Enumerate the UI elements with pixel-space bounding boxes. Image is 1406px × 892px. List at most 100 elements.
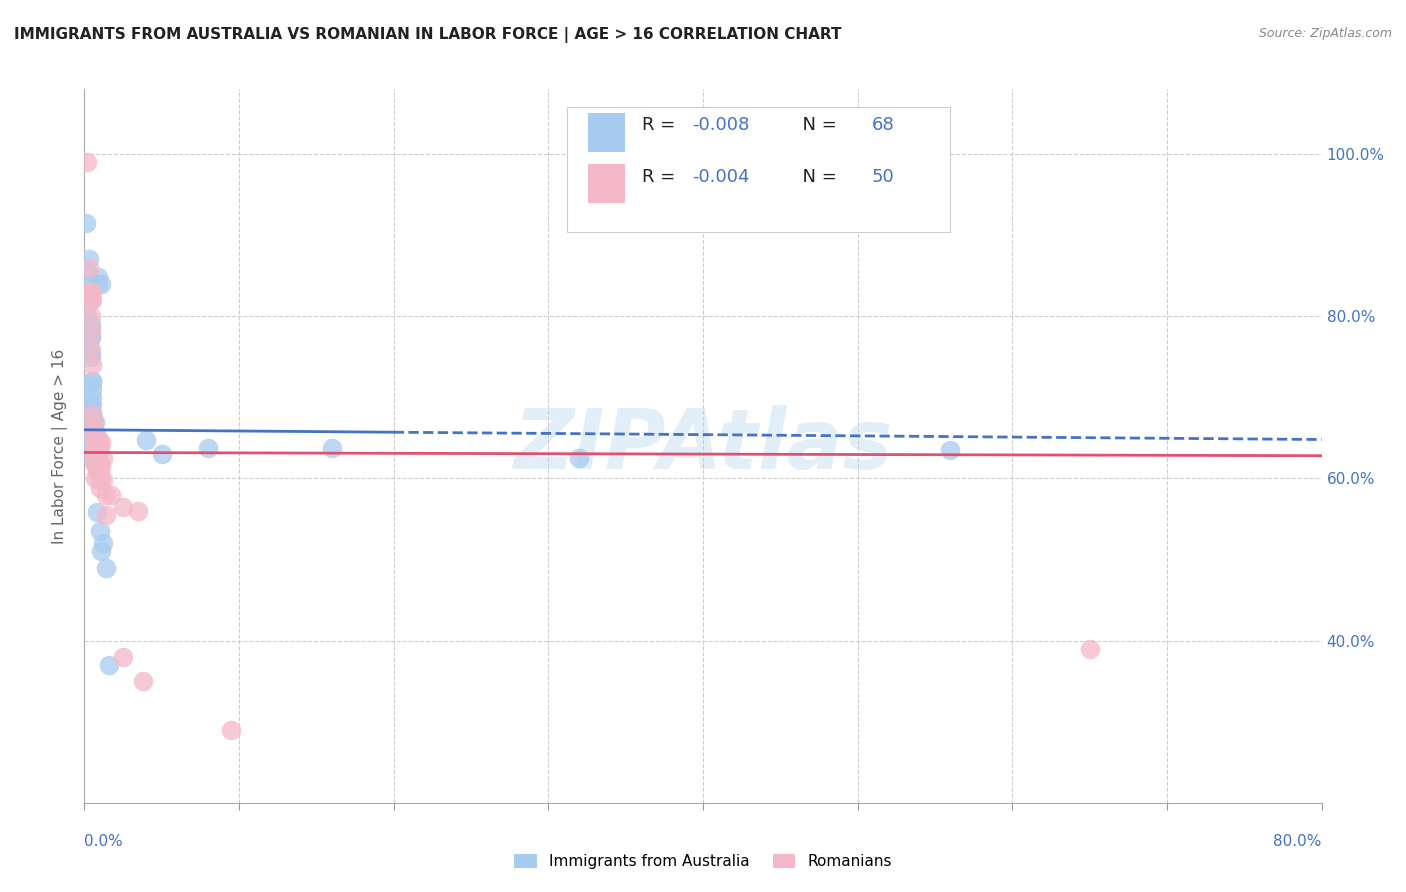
- Point: [79, 310, 101, 324]
- Point: [87, 455, 110, 469]
- Point: [90, 544, 112, 558]
- Point: [1078, 641, 1101, 656]
- Point: [79, 329, 101, 343]
- Point: [112, 649, 135, 664]
- Point: [89, 473, 111, 487]
- Point: [83, 434, 105, 449]
- Point: [90, 434, 112, 449]
- Point: [77, 342, 100, 356]
- Point: [82, 423, 104, 437]
- Point: [77, 285, 100, 299]
- Text: R =: R =: [643, 116, 682, 134]
- FancyBboxPatch shape: [567, 107, 950, 232]
- Point: [86, 441, 108, 455]
- Point: [197, 441, 219, 455]
- Text: R =: R =: [643, 168, 682, 186]
- Point: [77, 252, 100, 267]
- Point: [82, 415, 104, 429]
- Point: [79, 318, 101, 332]
- Point: [84, 425, 107, 439]
- Point: [94, 508, 117, 522]
- Point: [132, 674, 155, 689]
- Text: Source: ZipAtlas.com: Source: ZipAtlas.com: [1258, 27, 1392, 40]
- Text: N =: N =: [790, 168, 842, 186]
- Point: [87, 270, 110, 285]
- Point: [82, 390, 104, 404]
- Point: [568, 451, 591, 466]
- Point: [94, 560, 117, 574]
- Point: [86, 453, 108, 467]
- Point: [89, 439, 111, 453]
- Point: [86, 441, 108, 455]
- Point: [84, 439, 107, 453]
- Point: [82, 407, 104, 421]
- Text: IMMIGRANTS FROM AUSTRALIA VS ROMANIAN IN LABOR FORCE | AGE > 16 CORRELATION CHAR: IMMIGRANTS FROM AUSTRALIA VS ROMANIAN IN…: [14, 27, 842, 43]
- Point: [83, 449, 105, 463]
- Point: [83, 431, 105, 445]
- Point: [84, 449, 107, 463]
- Point: [82, 382, 104, 396]
- Point: [79, 329, 101, 343]
- Point: [82, 399, 104, 413]
- Point: [100, 488, 122, 502]
- Point: [82, 358, 104, 372]
- Point: [87, 445, 110, 459]
- Point: [91, 536, 114, 550]
- Point: [84, 443, 107, 458]
- Point: [86, 439, 108, 453]
- Point: [84, 449, 107, 463]
- Point: [84, 415, 107, 429]
- Text: 68: 68: [872, 116, 894, 134]
- Point: [135, 433, 157, 447]
- Point: [76, 310, 98, 324]
- Point: [86, 465, 108, 479]
- Point: [89, 524, 111, 538]
- Point: [77, 277, 100, 291]
- Point: [84, 441, 107, 455]
- Point: [89, 457, 111, 471]
- Point: [82, 431, 104, 445]
- Text: ZIPAtlas: ZIPAtlas: [513, 406, 893, 486]
- Point: [77, 293, 100, 307]
- FancyBboxPatch shape: [588, 112, 626, 152]
- Point: [82, 443, 104, 458]
- Legend: Immigrants from Australia, Romanians: Immigrants from Australia, Romanians: [508, 848, 898, 875]
- Point: [83, 439, 105, 453]
- Point: [86, 457, 108, 471]
- Point: [83, 455, 105, 469]
- Point: [321, 441, 343, 455]
- Y-axis label: In Labor Force | Age > 16: In Labor Force | Age > 16: [52, 349, 69, 543]
- Point: [84, 451, 107, 466]
- Point: [83, 449, 105, 463]
- Point: [84, 439, 107, 453]
- Text: 0.0%: 0.0%: [84, 834, 124, 848]
- Point: [79, 293, 101, 307]
- Point: [77, 260, 100, 275]
- Point: [82, 407, 104, 421]
- Point: [86, 431, 108, 445]
- Point: [83, 445, 105, 459]
- Point: [86, 434, 108, 449]
- Point: [89, 439, 111, 453]
- Point: [86, 453, 108, 467]
- Point: [75, 216, 97, 230]
- Point: [79, 399, 101, 413]
- Point: [87, 277, 110, 291]
- Point: [84, 433, 107, 447]
- Point: [84, 471, 107, 485]
- Point: [79, 350, 101, 364]
- Point: [82, 293, 104, 307]
- Point: [84, 443, 107, 458]
- Point: [76, 155, 98, 169]
- Point: [83, 423, 105, 437]
- Point: [76, 265, 98, 279]
- Text: N =: N =: [790, 116, 842, 134]
- Point: [221, 723, 243, 737]
- Point: [82, 451, 104, 466]
- Point: [90, 277, 112, 291]
- Point: [79, 321, 101, 335]
- Point: [82, 439, 104, 453]
- Point: [83, 441, 105, 455]
- Point: [89, 481, 111, 495]
- Point: [83, 431, 105, 445]
